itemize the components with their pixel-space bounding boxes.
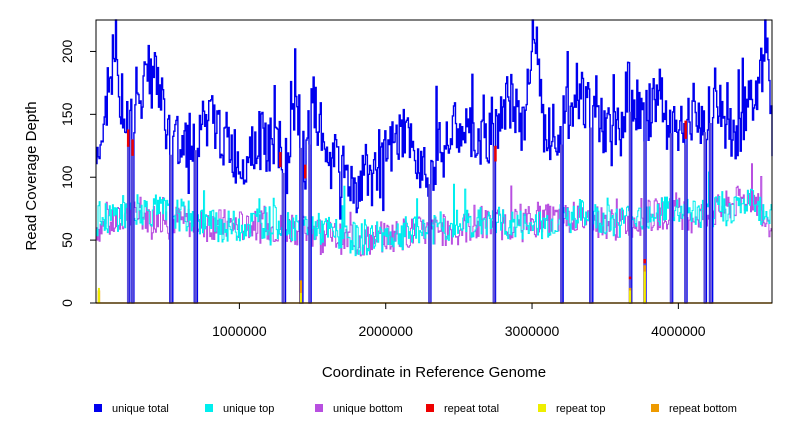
y-tick-label: 100 xyxy=(59,165,75,189)
legend-label: repeat total xyxy=(444,403,499,415)
legend-swatch xyxy=(315,404,323,412)
series-unique-top-line xyxy=(96,171,773,304)
x-tick-label: 4000000 xyxy=(651,323,706,339)
legend-label: unique top xyxy=(223,403,274,415)
legend-swatch xyxy=(426,404,434,412)
axes: 1000000 2000000 3000000 4000000 0 50 100 150 200 xyxy=(59,40,706,339)
legend-swatch xyxy=(205,404,213,412)
x-tick-label: 3000000 xyxy=(505,323,560,339)
plot-area xyxy=(96,19,773,304)
legend-swatch xyxy=(651,404,659,412)
legend-swatch xyxy=(94,404,102,412)
x-tick-label: 2000000 xyxy=(358,323,413,339)
y-tick-label: 200 xyxy=(59,40,75,64)
legend: unique total unique top unique bottom repea… xyxy=(94,403,737,415)
legend-label: unique bottom xyxy=(333,403,403,415)
x-tick-label: 1000000 xyxy=(212,323,267,339)
legend-swatch xyxy=(538,404,546,412)
y-axis-title: Read Coverage Depth xyxy=(23,101,40,250)
x-axis-title: Coordinate in Reference Genome xyxy=(322,364,546,381)
y-tick-label: 150 xyxy=(59,102,75,126)
y-tick-label: 50 xyxy=(59,232,75,248)
series-unique-total-line xyxy=(96,19,773,304)
plot-frame xyxy=(95,19,773,304)
legend-label: repeat bottom xyxy=(669,403,737,415)
legend-label: unique total xyxy=(112,403,169,415)
legend-label: repeat top xyxy=(556,403,606,415)
y-tick-label: 0 xyxy=(59,299,75,307)
